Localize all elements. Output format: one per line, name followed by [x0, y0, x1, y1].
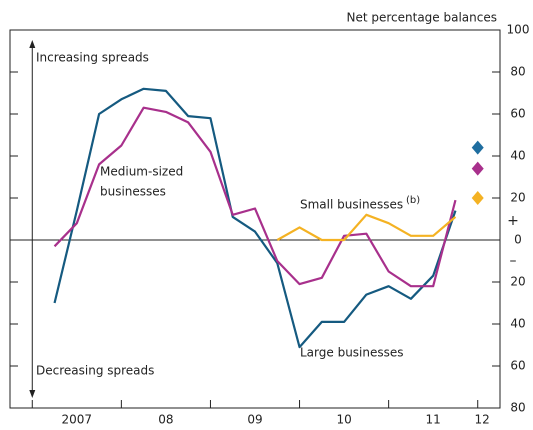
annotation: Large businesses: [300, 346, 404, 360]
y-tick-label: 20: [510, 275, 525, 289]
plot-frame: [9, 29, 501, 409]
marker: [471, 191, 484, 205]
sign-label: +: [507, 213, 519, 229]
y-tick-label: 20: [510, 191, 525, 205]
y-tick-label: 60: [510, 107, 525, 121]
series-line: [276, 213, 457, 242]
annotation: businesses: [100, 185, 166, 199]
series-line: [53, 106, 457, 288]
annotation: Small businesses: [300, 198, 403, 212]
x-tick-label: 09: [247, 413, 262, 427]
y-tick-label: 80: [510, 65, 525, 79]
arrow-head: [29, 390, 36, 398]
annotation: Increasing spreads: [36, 51, 149, 65]
marker: [471, 161, 484, 176]
y-tick-label: 80: [510, 401, 525, 415]
x-tick-label: 10: [336, 413, 351, 427]
y-tick-label: 40: [510, 149, 525, 163]
series-line: [53, 87, 457, 349]
y-tick-label: 100: [507, 23, 530, 37]
annotation: Medium-sized: [100, 165, 183, 179]
x-tick-label: 11: [426, 413, 441, 427]
x-tick-label: 12: [475, 413, 490, 427]
x-tick-label: 2007: [62, 413, 93, 427]
y-tick-label: 0: [514, 233, 522, 247]
axis-label: Net percentage balances: [346, 11, 497, 25]
y-tick-label: 40: [510, 317, 525, 331]
annotation-note: (b): [406, 195, 420, 206]
marker: [471, 140, 484, 155]
y-tick-label: 60: [510, 359, 525, 373]
sign-label: –: [510, 253, 517, 269]
x-tick-label: 08: [158, 413, 173, 427]
arrow-head: [29, 40, 36, 48]
annotation: Decreasing spreads: [36, 364, 154, 378]
